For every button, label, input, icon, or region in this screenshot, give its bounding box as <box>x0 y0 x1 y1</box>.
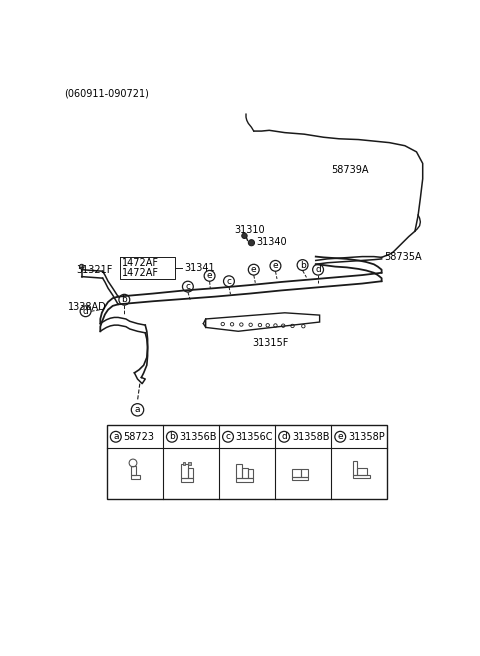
Bar <box>236 464 242 478</box>
Bar <box>248 469 253 478</box>
Text: b: b <box>121 295 127 304</box>
Text: e: e <box>251 265 257 274</box>
Text: (060911-090721): (060911-090721) <box>64 89 149 99</box>
Bar <box>107 425 387 499</box>
Circle shape <box>79 264 84 269</box>
Text: e: e <box>207 272 212 280</box>
Text: 58723: 58723 <box>123 432 155 441</box>
Text: 58735A: 58735A <box>384 253 421 262</box>
Text: 31321F: 31321F <box>76 264 113 275</box>
Text: 31356B: 31356B <box>180 432 217 441</box>
Text: 31341: 31341 <box>184 263 215 273</box>
Text: d: d <box>315 265 321 274</box>
Text: 31340: 31340 <box>256 237 287 247</box>
Text: d: d <box>83 307 88 316</box>
Text: c: c <box>226 432 230 441</box>
Text: 31315F: 31315F <box>252 338 288 348</box>
Bar <box>353 475 370 478</box>
Bar <box>188 462 191 465</box>
Circle shape <box>242 233 247 239</box>
Bar <box>242 468 248 478</box>
Text: 31356C: 31356C <box>236 432 273 441</box>
Text: c: c <box>227 277 231 286</box>
Circle shape <box>248 239 254 246</box>
Text: 31358B: 31358B <box>292 432 329 441</box>
Bar <box>181 464 188 478</box>
Text: b: b <box>169 432 175 441</box>
Text: 31310: 31310 <box>234 226 265 236</box>
Text: 1338AD: 1338AD <box>68 302 107 312</box>
Text: 31358P: 31358P <box>348 432 385 441</box>
Text: b: b <box>300 260 305 270</box>
Bar <box>131 466 136 475</box>
Bar <box>181 478 193 482</box>
Bar <box>292 477 308 480</box>
Bar <box>236 478 253 482</box>
Text: e: e <box>273 261 278 270</box>
Bar <box>292 469 300 477</box>
Bar <box>353 461 358 475</box>
Bar <box>131 475 140 479</box>
Bar <box>188 468 193 478</box>
Text: 1472AF: 1472AF <box>122 268 159 277</box>
Text: c: c <box>185 282 191 291</box>
Bar <box>183 462 185 465</box>
Text: 1472AF: 1472AF <box>122 258 159 268</box>
Bar <box>358 468 367 475</box>
Text: d: d <box>281 432 287 441</box>
Text: e: e <box>337 432 343 441</box>
Text: a: a <box>135 405 140 415</box>
Text: 58739A: 58739A <box>331 165 369 174</box>
Text: a: a <box>113 432 119 441</box>
Bar <box>300 469 308 477</box>
